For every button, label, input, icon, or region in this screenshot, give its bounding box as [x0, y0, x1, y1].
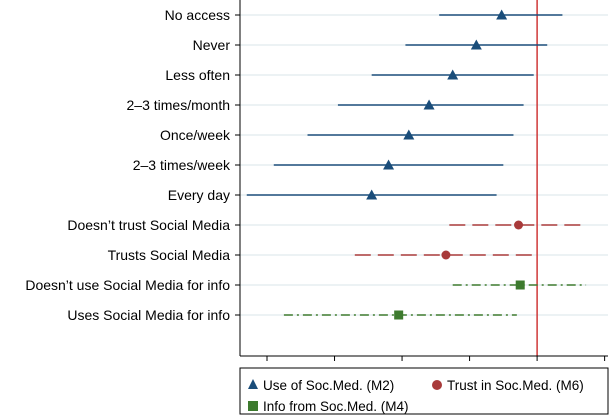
point-estimates [366, 9, 525, 320]
category-label-never: Never [193, 37, 231, 53]
point-estimate-trusts-social-media [441, 250, 451, 260]
category-label-doesnt-use-social-media-for-info: Doesn’t use Social Media for info [25, 277, 230, 293]
category-label-2-3-times-month: 2–3 times/month [127, 97, 231, 113]
category-label-less-often: Less often [165, 67, 230, 83]
category-label-trusts-social-media: Trusts Social Media [108, 247, 231, 263]
legend-marker-square [248, 401, 258, 411]
category-label-every-day: Every day [168, 187, 230, 203]
category-label-no-access: No access [165, 7, 230, 23]
point-estimate-doesnt-use-social-media-for-info [515, 280, 525, 290]
legend-label-use-of-soc-med-m2: Use of Soc.Med. (M2) [263, 378, 394, 393]
point-estimate-less-often [447, 69, 459, 80]
point-estimate-2-3-times-month [423, 99, 435, 110]
category-labels: No access Never Less often 2–3 times/month O… [25, 7, 231, 323]
x-axis: -.008-.006-.004-.0020.002 [235, 0, 608, 381]
point-estimate-every-day [366, 189, 378, 200]
category-label-doesnt-trust-social-media: Doesn’t trust Social Media [67, 217, 230, 233]
category-label-once-week: Once/week [160, 127, 231, 143]
point-estimate-uses-social-media-for-info [394, 310, 404, 320]
legend-box [239, 367, 609, 415]
point-estimate-once-week [403, 129, 415, 140]
category-label-2-3-times-week: 2–3 times/week [133, 157, 231, 173]
legend-marker-circle [432, 380, 442, 390]
point-estimate-doesnt-trust-social-media [514, 220, 524, 230]
legend-label-trust-in-soc-med-m6: Trust in Soc.Med. (M6) [447, 378, 584, 393]
point-estimate-no-access [496, 9, 508, 20]
point-estimate-2-3-times-week [383, 159, 395, 170]
legend: Use of Soc.Med. (M2) Trust in Soc.Med. (M… [239, 367, 609, 415]
category-label-uses-social-media-for-info: Uses Social Media for info [67, 307, 230, 323]
legend-label-info-from-soc-med-m4: Info from Soc.Med. (M4) [263, 399, 409, 414]
legend-marker-triangle [248, 379, 258, 389]
point-estimate-never [470, 39, 482, 50]
